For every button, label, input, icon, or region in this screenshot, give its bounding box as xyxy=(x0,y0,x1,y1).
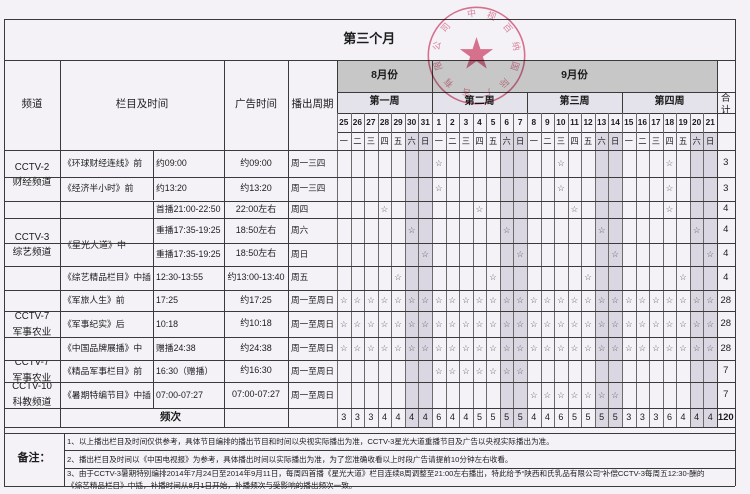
svg-text:限: 限 xyxy=(432,60,444,72)
svg-text:国: 国 xyxy=(509,60,521,72)
svg-text:告: 告 xyxy=(460,86,472,99)
svg-text:广: 广 xyxy=(481,87,492,100)
svg-text:公: 公 xyxy=(431,40,443,51)
svg-text:有: 有 xyxy=(441,76,455,90)
svg-text:中: 中 xyxy=(466,7,476,19)
svg-text:际: 际 xyxy=(497,76,510,89)
svg-text:纳: 纳 xyxy=(511,40,523,51)
